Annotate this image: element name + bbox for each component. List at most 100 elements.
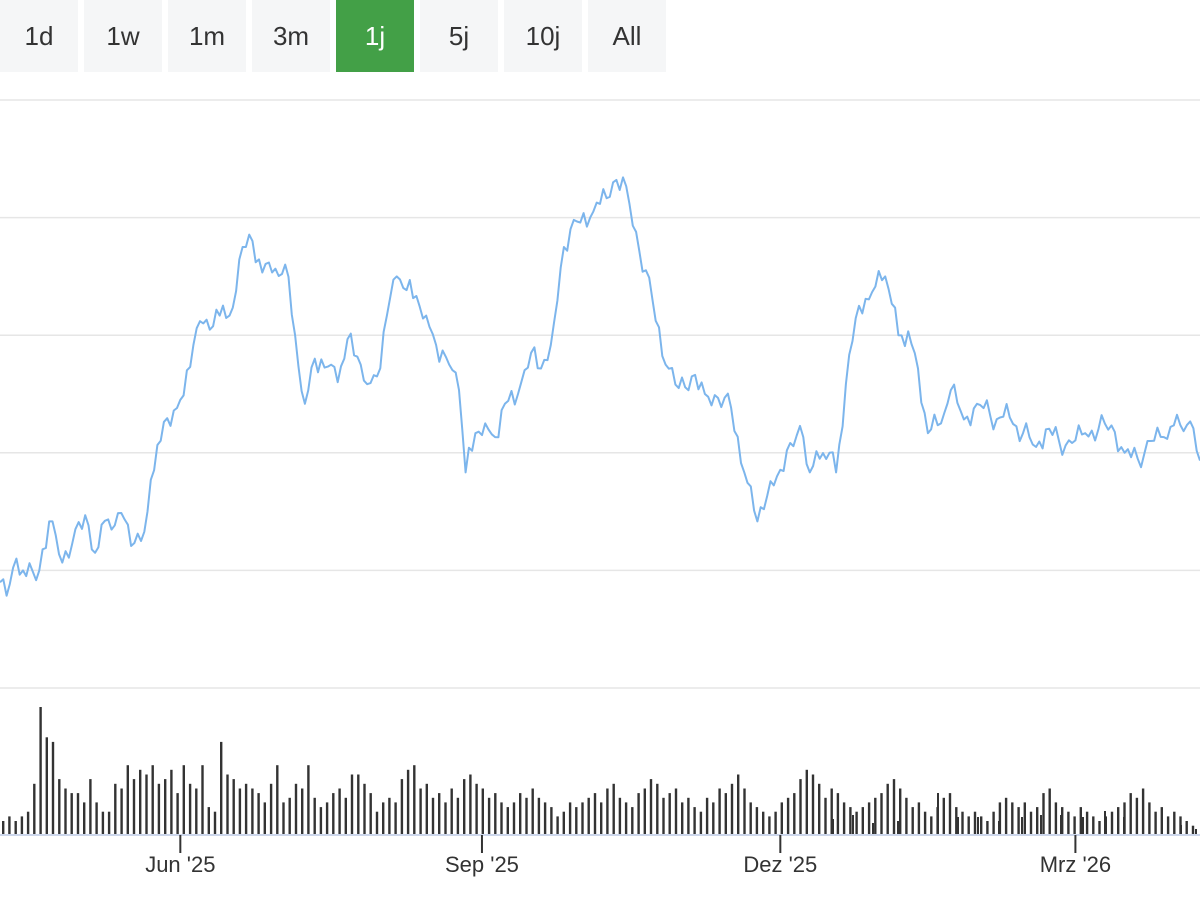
volume-bar [70, 793, 73, 835]
volume-bar [431, 797, 435, 835]
volume-bar [438, 793, 441, 835]
range-button-10j[interactable]: 10j [504, 0, 582, 72]
volume-bar [388, 797, 391, 835]
volume-bar [743, 788, 746, 835]
volume-bar [357, 774, 360, 835]
volume-bar [872, 823, 874, 835]
volume-bar [998, 821, 1000, 835]
volume-bar [818, 783, 821, 835]
volume-bar [1123, 817, 1125, 835]
volume-bar [338, 788, 341, 835]
volume-bar [668, 793, 671, 835]
volume-bar [867, 802, 871, 835]
volume-bar [301, 788, 304, 835]
volume-bar [120, 788, 123, 835]
volume-bar [824, 797, 827, 835]
volume-bar [487, 797, 491, 835]
volume-bar [892, 779, 896, 835]
volume-bar [294, 783, 298, 835]
volume-bar [980, 816, 983, 835]
volume-bar [282, 802, 285, 835]
volume-bar [774, 811, 777, 835]
range-button-1d[interactable]: 1d [0, 0, 78, 72]
volume-bar [587, 797, 590, 835]
volume-bar [842, 802, 846, 835]
volume-bar [83, 802, 86, 835]
volume-bar [637, 793, 640, 835]
volume-bar [992, 811, 995, 835]
volume-bar [786, 797, 790, 835]
volume-bar [1154, 811, 1157, 835]
volume-bar [145, 774, 148, 835]
volume-bar [1011, 802, 1014, 835]
volume-bar [1061, 807, 1064, 835]
volume-bar [649, 779, 653, 835]
price-chart[interactable]: Jun '25 Sep '25 Dez '25 Mrz '26 [0, 72, 1200, 900]
chart-grid [0, 99, 1200, 689]
volume-bar [107, 811, 111, 835]
volume-bar [1040, 815, 1042, 835]
volume-bar [164, 779, 167, 835]
volume-bar [918, 821, 920, 835]
volume-bar [475, 783, 478, 835]
volume-bar [1166, 816, 1170, 835]
volume-bar [874, 797, 877, 835]
volume-bar [897, 821, 899, 835]
volume-bar [276, 765, 279, 835]
volume-bar [1023, 802, 1026, 835]
volume-bar [1054, 802, 1058, 835]
volume-bar [1060, 815, 1062, 835]
volume-bar [724, 793, 727, 835]
volume-bar [977, 817, 979, 835]
range-button-1w[interactable]: 1w [84, 0, 162, 72]
range-button-all[interactable]: All [588, 0, 666, 72]
volume-bar [699, 811, 703, 835]
volume-bar [307, 765, 310, 835]
range-button-5j[interactable]: 5j [420, 0, 498, 72]
range-button-3m[interactable]: 3m [252, 0, 330, 72]
volume-bar [780, 802, 783, 835]
range-button-1j[interactable]: 1j [336, 0, 414, 72]
volume-bar [961, 811, 964, 835]
volume-bar [425, 783, 428, 835]
volume-bar [550, 807, 553, 835]
volume-bar [973, 811, 977, 835]
volume-bar [693, 807, 696, 835]
volume-bar [382, 802, 385, 835]
volume-bar [543, 802, 547, 835]
volume-bar [832, 819, 834, 835]
volume-bar [1142, 825, 1144, 835]
volume-bar [444, 802, 447, 835]
volume-bar [967, 816, 970, 835]
volume-bar [201, 765, 204, 835]
range-selector: 1d 1w 1m 3m 1j 5j 10j All [0, 0, 666, 72]
volume-bar [182, 765, 185, 835]
volume-bar [793, 793, 796, 835]
volume-bar [656, 783, 659, 835]
volume-bar [1191, 825, 1195, 835]
volume-bar [531, 788, 534, 835]
volume-bar [257, 793, 260, 835]
volume-bar [76, 793, 80, 835]
x-axis: Jun '25 Sep '25 Dez '25 Mrz '26 [0, 834, 1200, 877]
x-tick-label: Jun '25 [145, 852, 215, 877]
volume-bar [1161, 821, 1163, 835]
volume-bar [593, 793, 597, 835]
volume-bar [1021, 817, 1023, 835]
volume-bar [512, 802, 516, 835]
x-tick-label: Dez '25 [743, 852, 817, 877]
volume-bar [998, 802, 1002, 835]
volume-bar [325, 802, 329, 835]
volume-bar [519, 793, 522, 835]
volume-bar [406, 769, 410, 835]
volume-bar [612, 783, 615, 835]
volume-bar [911, 807, 914, 835]
volume-bar [238, 788, 242, 835]
volume-bar [170, 769, 173, 835]
volume-bar [456, 797, 460, 835]
volume-bar [1195, 829, 1197, 835]
volume-bar [207, 807, 210, 835]
volume-bar [469, 774, 472, 835]
range-button-1m[interactable]: 1m [168, 0, 246, 72]
volume-bar [562, 811, 565, 835]
